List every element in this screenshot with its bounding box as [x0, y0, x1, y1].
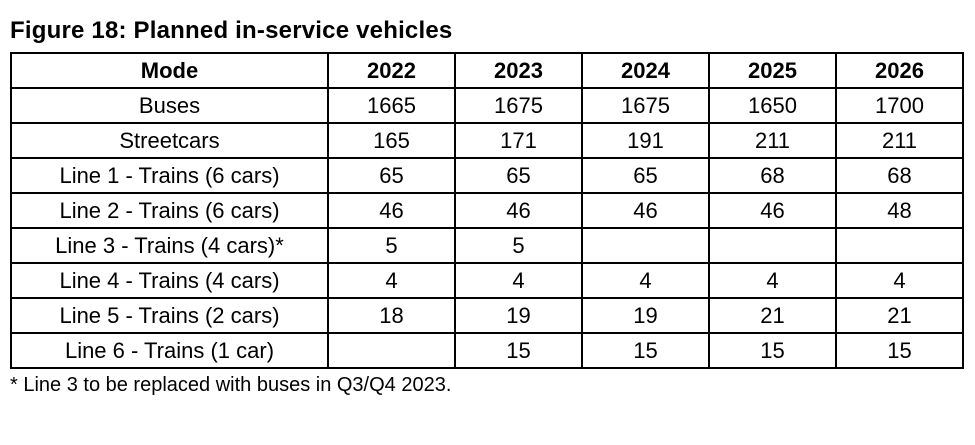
value-cell: 46 [327, 192, 456, 229]
column-header-year: 2026 [835, 52, 964, 89]
value-cell: 46 [581, 192, 710, 229]
value-cell: 15 [454, 332, 583, 369]
value-cell: 21 [708, 297, 837, 334]
value-cell: 211 [835, 122, 964, 159]
table-row: Line 3 - Trains (4 cars)* 5 5 [10, 227, 964, 264]
mode-cell: Line 5 - Trains (2 cars) [10, 297, 329, 334]
value-cell: 19 [581, 297, 710, 334]
value-cell [327, 332, 456, 369]
value-cell: 68 [708, 157, 837, 194]
mode-cell: Line 6 - Trains (1 car) [10, 332, 329, 369]
value-cell: 18 [327, 297, 456, 334]
table-row: Line 2 - Trains (6 cars) 46 46 46 46 48 [10, 192, 964, 229]
value-cell: 165 [327, 122, 456, 159]
table-row: Streetcars 165 171 191 211 211 [10, 122, 964, 159]
value-cell: 4 [581, 262, 710, 299]
value-cell: 21 [835, 297, 964, 334]
value-cell [708, 227, 837, 264]
value-cell: 4 [454, 262, 583, 299]
column-header-year: 2025 [708, 52, 837, 89]
table-row: Line 5 - Trains (2 cars) 18 19 19 21 21 [10, 297, 964, 334]
value-cell: 5 [454, 227, 583, 264]
column-header-year: 2022 [327, 52, 456, 89]
column-header-year: 2023 [454, 52, 583, 89]
value-cell: 65 [327, 157, 456, 194]
planned-vehicles-table: Mode 2022 2023 2024 2025 2026 Buses 1665 1675 16… [10, 52, 964, 369]
column-header-mode: Mode [10, 52, 329, 89]
table-header-row: Mode 2022 2023 2024 2025 2026 [10, 52, 964, 89]
value-cell: 4 [835, 262, 964, 299]
mode-cell: Line 2 - Trains (6 cars) [10, 192, 329, 229]
value-cell: 68 [835, 157, 964, 194]
value-cell: 5 [327, 227, 456, 264]
value-cell: 15 [708, 332, 837, 369]
table-row: Line 4 - Trains (4 cars) 4 4 4 4 4 [10, 262, 964, 299]
value-cell: 191 [581, 122, 710, 159]
value-cell: 19 [454, 297, 583, 334]
value-cell: 1665 [327, 87, 456, 124]
document-page: Figure 18: Planned in-service vehicles M… [0, 16, 975, 445]
mode-cell: Buses [10, 87, 329, 124]
value-cell [581, 227, 710, 264]
table-footnote: * Line 3 to be replaced with buses in Q3… [10, 374, 452, 396]
value-cell: 15 [835, 332, 964, 369]
value-cell [835, 227, 964, 264]
value-cell: 1650 [708, 87, 837, 124]
table-row: Line 1 - Trains (6 cars) 65 65 65 68 68 [10, 157, 964, 194]
value-cell: 4 [708, 262, 837, 299]
value-cell: 65 [454, 157, 583, 194]
value-cell: 171 [454, 122, 583, 159]
table-body: Buses 1665 1675 1675 1650 1700 Streetcars 165 17… [10, 87, 964, 369]
value-cell: 4 [327, 262, 456, 299]
mode-cell: Line 4 - Trains (4 cars) [10, 262, 329, 299]
table-row: Line 6 - Trains (1 car) 15 15 15 15 [10, 332, 964, 369]
value-cell: 211 [708, 122, 837, 159]
value-cell: 1700 [835, 87, 964, 124]
figure-title: Figure 18: Planned in-service vehicles [10, 17, 453, 44]
value-cell: 65 [581, 157, 710, 194]
value-cell: 46 [454, 192, 583, 229]
mode-cell: Line 3 - Trains (4 cars)* [10, 227, 329, 264]
table-row: Buses 1665 1675 1675 1650 1700 [10, 87, 964, 124]
value-cell: 1675 [581, 87, 710, 124]
value-cell: 48 [835, 192, 964, 229]
mode-cell: Line 1 - Trains (6 cars) [10, 157, 329, 194]
value-cell: 1675 [454, 87, 583, 124]
value-cell: 15 [581, 332, 710, 369]
mode-cell: Streetcars [10, 122, 329, 159]
value-cell: 46 [708, 192, 837, 229]
column-header-year: 2024 [581, 52, 710, 89]
